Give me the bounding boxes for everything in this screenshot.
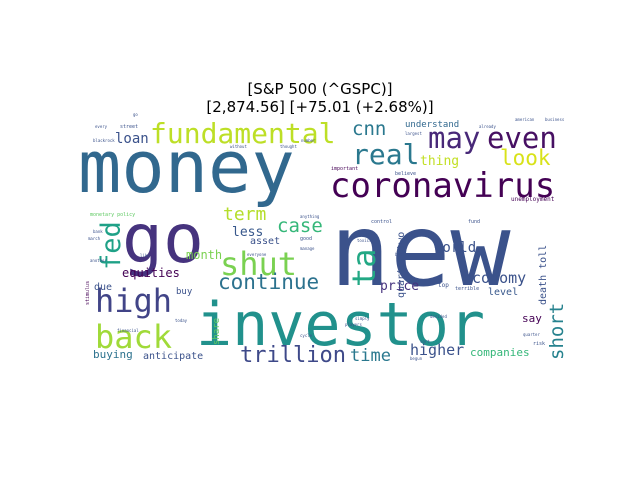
word-new: new <box>330 192 511 309</box>
word-world: world <box>434 240 476 256</box>
word-investor: investor <box>196 290 485 360</box>
word-business: business <box>545 117 565 122</box>
word-already: already <box>479 124 496 129</box>
word-terrible: terrible <box>455 286 479 292</box>
word-buying: buying <box>93 348 133 361</box>
word-anything: anything <box>300 214 320 219</box>
word-top: top <box>438 282 449 289</box>
word-month: month <box>186 248 222 262</box>
word-another: another <box>90 258 107 263</box>
word-buy: buy <box>176 287 193 297</box>
word-say: say <box>522 312 542 325</box>
word-less: less <box>232 225 263 240</box>
word-due: due <box>94 282 112 293</box>
word-without: without <box>230 144 247 149</box>
word-share: share <box>212 318 222 345</box>
word-number: number <box>301 138 316 143</box>
word-go: go <box>122 200 204 279</box>
word-today: today <box>175 318 188 323</box>
word-trillion: trillion <box>240 343 346 368</box>
word-back: back <box>95 318 172 356</box>
word-stimulus: stimulus <box>85 281 91 305</box>
word-thought: thought <box>280 144 297 149</box>
word-every: every <box>95 124 108 129</box>
word-continue: continue <box>218 270 319 294</box>
word-monetary-policy: monetary policy <box>90 212 135 218</box>
word-believe: believe <box>395 171 416 177</box>
word-american: american <box>515 117 535 122</box>
word-shut: shut <box>220 245 297 283</box>
word-players: players <box>345 322 362 327</box>
word-money: money <box>78 125 295 209</box>
word-begun: begun <box>410 356 423 361</box>
word-high: high <box>95 282 172 320</box>
word-coronavirus: coronavirus <box>330 166 555 206</box>
word-asset: asset <box>250 236 280 247</box>
word-largest: largest <box>405 131 422 136</box>
word-higher: higher <box>410 341 464 359</box>
word-trump: trump <box>357 232 372 238</box>
word-everyone: everyone <box>247 252 267 257</box>
word-real: real <box>352 138 419 171</box>
word-cycle: cycle <box>300 333 313 338</box>
word-may: may <box>428 121 480 155</box>
word-unemployment: unemployment <box>511 196 555 203</box>
word-fund: fund <box>468 219 480 225</box>
word-go: go <box>133 112 138 117</box>
word-cnn: cnn <box>352 118 386 140</box>
word-term: term <box>223 204 266 225</box>
word-time: time <box>350 346 391 366</box>
word-march: march <box>88 236 101 241</box>
word-equities: equities <box>122 266 180 280</box>
word-bank: bank <box>93 229 103 234</box>
word-financial: financial <box>117 328 139 333</box>
word-level: level <box>488 287 518 298</box>
word-look: look <box>500 146 551 170</box>
word-control: control <box>371 219 392 225</box>
word-sort: sort <box>420 339 430 344</box>
word-street: street <box>120 124 138 130</box>
word-manage: manage <box>300 246 315 251</box>
word-price: price <box>380 279 419 294</box>
word-understand: understand <box>405 120 459 130</box>
word-blackrock: blackrock <box>93 138 115 143</box>
word-companies: companies <box>470 346 530 359</box>
word-economy: economy <box>463 269 526 287</box>
word-quarter: quarter <box>523 332 540 337</box>
word-quarter-two: quarter two <box>396 232 407 298</box>
word-simply: simply <box>355 316 370 321</box>
word-case: case <box>277 215 323 237</box>
word-important: important <box>331 166 358 172</box>
word-death-toll: death toll <box>538 245 549 305</box>
chart-title-line-1: [S&P 500 (^GSPC)] <box>247 80 393 98</box>
word-like: like <box>140 253 150 258</box>
word-loan: loan <box>115 131 149 147</box>
word-short: short <box>546 303 568 360</box>
word-decided: decided <box>430 314 447 319</box>
word-fundamental: fundamental <box>150 117 335 150</box>
word-risk: risk <box>533 341 545 347</box>
word-ta: ta <box>345 248 383 287</box>
word-good: good <box>300 236 312 242</box>
word-anticipate: anticipate <box>143 351 203 362</box>
word-thing: thing <box>420 154 459 169</box>
word-toxics: toxics <box>357 238 372 243</box>
word-fed: fed <box>96 221 127 270</box>
word-better: better <box>395 252 410 257</box>
chart-title-line-2: [2,874.56] [+75.01 (+2.68%)] <box>206 98 434 116</box>
word-even: even <box>487 121 557 155</box>
